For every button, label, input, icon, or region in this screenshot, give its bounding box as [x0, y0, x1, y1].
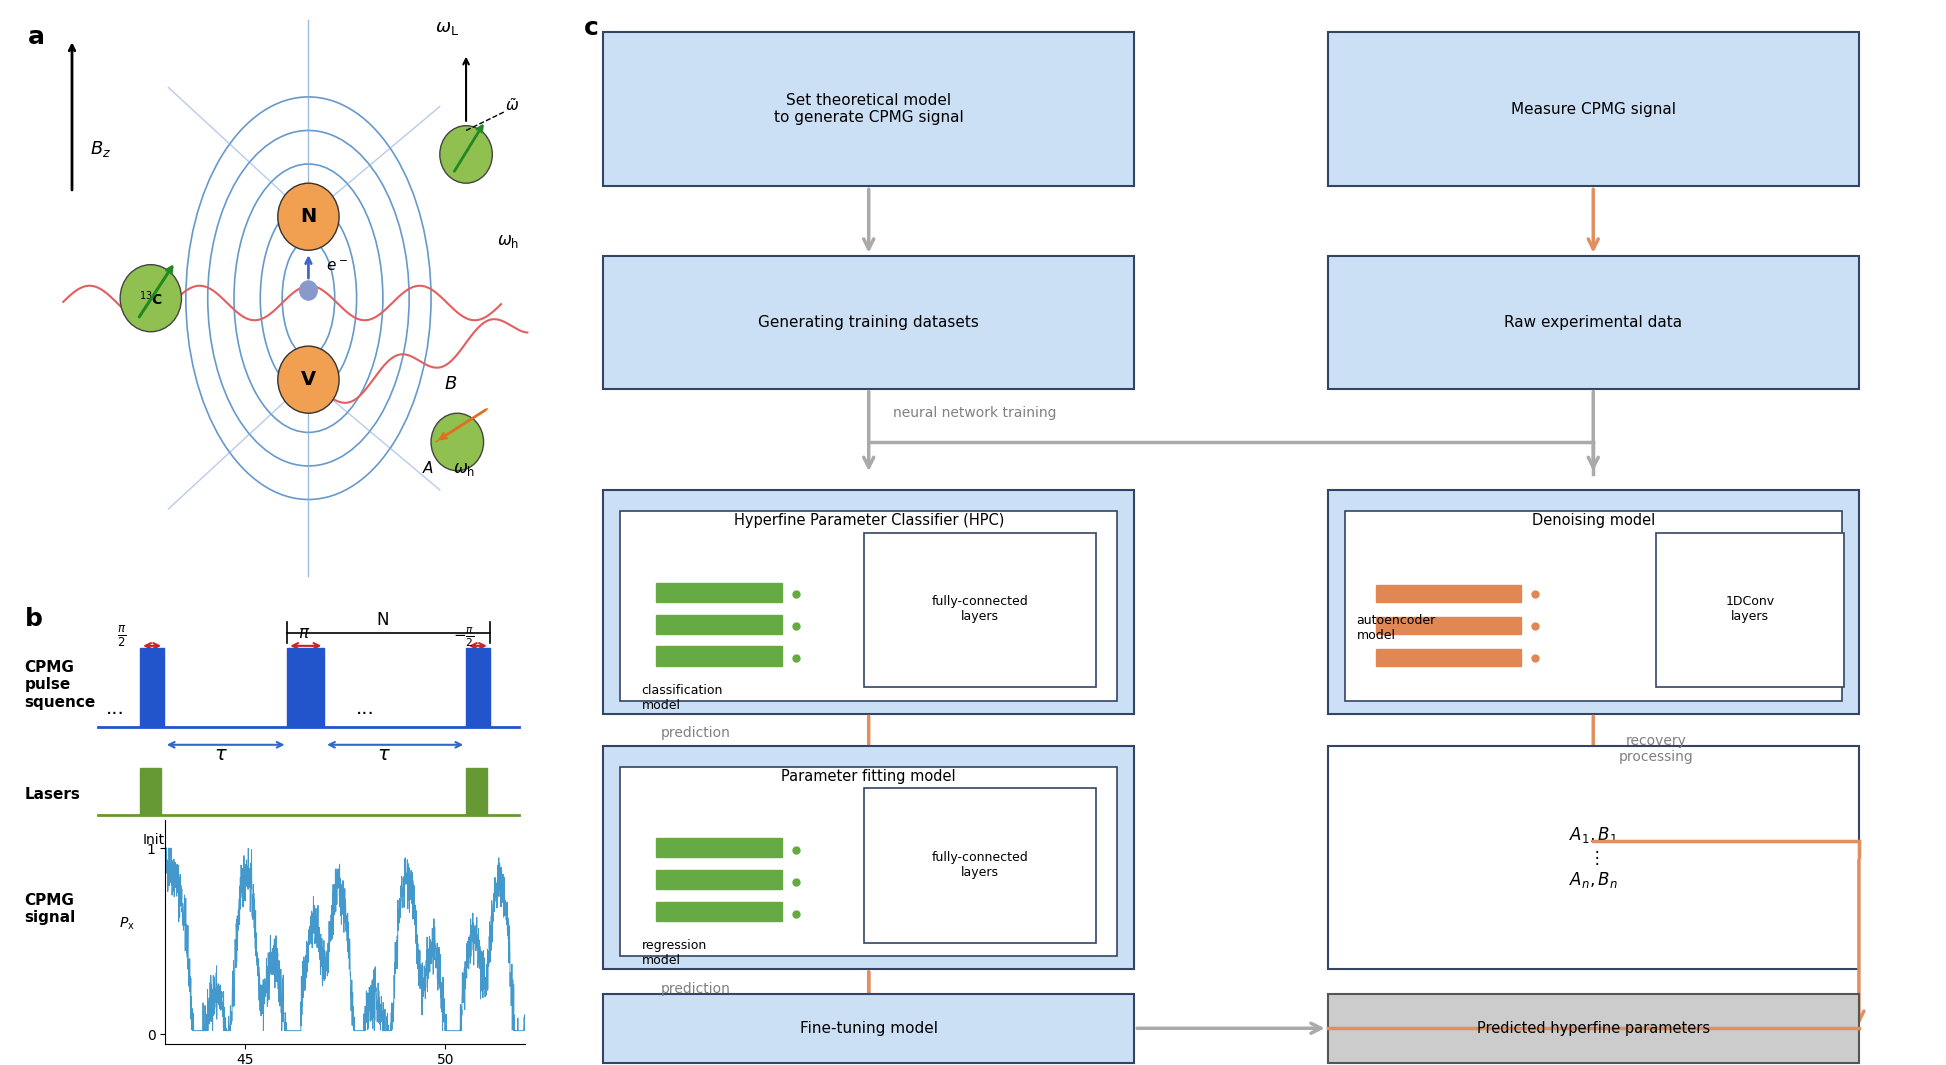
Text: ...: ... — [107, 699, 125, 718]
Text: $\tau$: $\tau$ — [214, 746, 228, 765]
Text: Predicted hyperfine parameters: Predicted hyperfine parameters — [1477, 1020, 1711, 1036]
Text: regression
model: regression model — [642, 939, 706, 967]
Text: $e^-$: $e^-$ — [325, 260, 348, 275]
Text: $B_z$: $B_z$ — [90, 140, 111, 160]
Bar — [656, 646, 782, 666]
Text: CPMG
pulse
squence: CPMG pulse squence — [25, 660, 95, 709]
Text: $\frac{\pi}{2}$: $\frac{\pi}{2}$ — [117, 624, 126, 650]
Text: $\pi$: $\pi$ — [298, 624, 309, 642]
Text: classification
model: classification model — [642, 684, 724, 711]
Bar — [656, 902, 782, 921]
FancyBboxPatch shape — [621, 511, 1117, 701]
Text: fully-connected
layers: fully-connected layers — [932, 851, 1027, 879]
Text: Initialize: Initialize — [142, 833, 200, 848]
Bar — [656, 870, 782, 889]
Text: Hyperfine Parameter Classifier (HPC): Hyperfine Parameter Classifier (HPC) — [734, 513, 1004, 528]
Text: recovery
processing: recovery processing — [1619, 734, 1693, 765]
Circle shape — [278, 346, 339, 413]
Text: Raw experimental data: Raw experimental data — [1504, 314, 1681, 330]
Text: a: a — [27, 26, 45, 49]
Circle shape — [121, 265, 181, 332]
Text: CPMG
signal: CPMG signal — [25, 892, 76, 925]
Text: $-\frac{\pi}{2}$: $-\frac{\pi}{2}$ — [453, 625, 475, 649]
FancyBboxPatch shape — [603, 490, 1135, 714]
FancyBboxPatch shape — [864, 532, 1096, 687]
Text: Fine-tuning model: Fine-tuning model — [800, 1020, 938, 1036]
Bar — [1376, 585, 1522, 602]
Bar — [656, 838, 782, 857]
Text: $B$: $B$ — [444, 375, 457, 393]
Text: $\tilde{\omega}$: $\tilde{\omega}$ — [506, 97, 520, 114]
Text: N: N — [300, 208, 317, 226]
Text: Measure CPMG signal: Measure CPMG signal — [1510, 101, 1676, 117]
Bar — [1376, 617, 1522, 634]
Text: c: c — [584, 16, 599, 40]
Circle shape — [430, 413, 483, 471]
Text: $A$: $A$ — [422, 460, 434, 476]
Text: b: b — [25, 607, 43, 630]
Bar — [467, 649, 490, 726]
Text: V: V — [302, 371, 315, 389]
FancyBboxPatch shape — [603, 256, 1135, 389]
Text: Denoising model: Denoising model — [1532, 513, 1654, 528]
Text: Set theoretical model
to generate CPMG signal: Set theoretical model to generate CPMG s… — [775, 93, 963, 126]
Bar — [140, 768, 162, 815]
Circle shape — [300, 281, 317, 300]
FancyBboxPatch shape — [1656, 532, 1845, 687]
FancyBboxPatch shape — [1327, 256, 1858, 389]
Text: $\omega_\mathrm{L}$: $\omega_\mathrm{L}$ — [436, 19, 459, 36]
FancyBboxPatch shape — [1327, 32, 1858, 186]
Text: N: N — [378, 611, 389, 629]
Text: fully-connected
layers: fully-connected layers — [932, 595, 1027, 623]
Bar — [1376, 649, 1522, 666]
Text: autoencoder
model: autoencoder model — [1356, 615, 1436, 642]
FancyBboxPatch shape — [1327, 746, 1858, 969]
Bar — [467, 768, 486, 815]
FancyBboxPatch shape — [864, 788, 1096, 943]
FancyBboxPatch shape — [603, 746, 1135, 969]
Text: 1DConv
layers: 1DConv layers — [1726, 595, 1775, 623]
Circle shape — [440, 126, 492, 183]
Text: prediction: prediction — [662, 982, 732, 996]
Text: $\tau$: $\tau$ — [378, 746, 391, 765]
Text: $\omega_\mathrm{h}$: $\omega_\mathrm{h}$ — [453, 460, 475, 477]
Text: Readout: Readout — [448, 833, 506, 848]
Bar — [656, 615, 782, 634]
Text: prediction: prediction — [662, 726, 732, 740]
Text: ...: ... — [356, 699, 374, 718]
FancyBboxPatch shape — [621, 767, 1117, 956]
Text: $A_1, B_1$
$\vdots$
$A_n, B_n$: $A_1, B_1$ $\vdots$ $A_n, B_n$ — [1568, 824, 1617, 890]
FancyBboxPatch shape — [1345, 511, 1841, 701]
FancyBboxPatch shape — [603, 32, 1135, 186]
Text: $^{13}$C: $^{13}$C — [138, 289, 163, 308]
Text: neural network training: neural network training — [893, 407, 1057, 421]
FancyBboxPatch shape — [1327, 994, 1858, 1063]
Text: Parameter fitting model: Parameter fitting model — [782, 769, 955, 784]
Text: Lasers: Lasers — [25, 787, 80, 802]
Text: $\omega_\mathrm{h}$: $\omega_\mathrm{h}$ — [496, 232, 520, 250]
Text: Generating training datasets: Generating training datasets — [759, 314, 979, 330]
Circle shape — [278, 183, 339, 250]
FancyBboxPatch shape — [1327, 490, 1858, 714]
FancyBboxPatch shape — [603, 994, 1135, 1063]
Bar — [656, 583, 782, 602]
Y-axis label: $P_\mathrm{x}$: $P_\mathrm{x}$ — [119, 916, 136, 932]
Bar — [140, 649, 163, 726]
Bar — [288, 649, 325, 726]
